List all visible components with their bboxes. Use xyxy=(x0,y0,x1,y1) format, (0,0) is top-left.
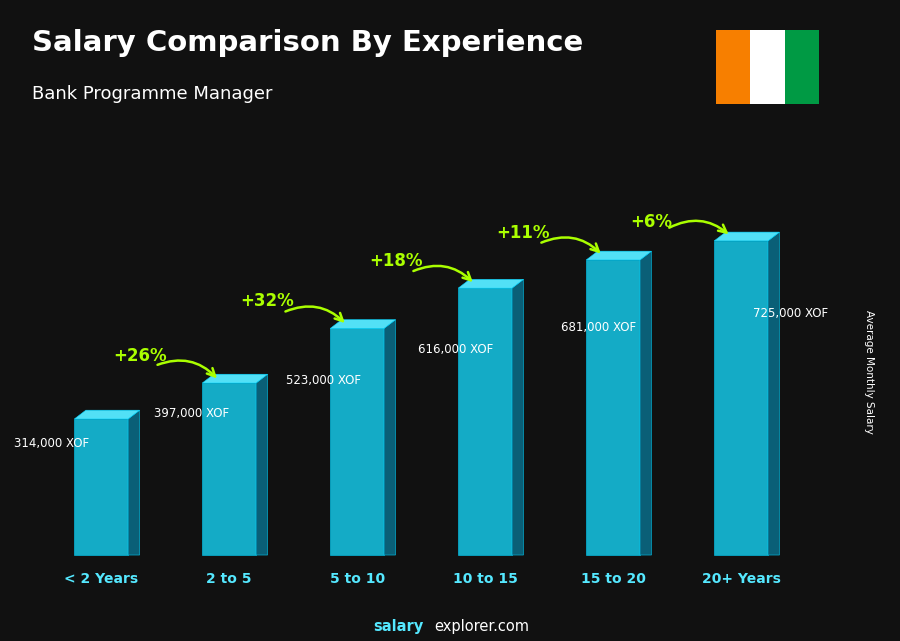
Text: 681,000 XOF: 681,000 XOF xyxy=(562,321,636,335)
FancyArrowPatch shape xyxy=(158,360,215,376)
Text: +26%: +26% xyxy=(112,347,166,365)
Polygon shape xyxy=(128,410,140,555)
Polygon shape xyxy=(75,419,128,555)
Polygon shape xyxy=(640,251,652,555)
Text: 5 to 10: 5 to 10 xyxy=(329,572,384,587)
Text: < 2 Years: < 2 Years xyxy=(64,572,139,587)
Polygon shape xyxy=(75,410,140,419)
Polygon shape xyxy=(384,320,395,555)
FancyArrowPatch shape xyxy=(413,266,471,280)
Bar xyxy=(716,30,750,104)
Text: Average Monthly Salary: Average Monthly Salary xyxy=(863,310,874,434)
Text: +6%: +6% xyxy=(630,213,672,231)
FancyArrowPatch shape xyxy=(542,237,598,252)
Polygon shape xyxy=(586,260,640,555)
Text: 314,000 XOF: 314,000 XOF xyxy=(14,437,89,450)
Text: 397,000 XOF: 397,000 XOF xyxy=(155,408,230,420)
Text: 20+ Years: 20+ Years xyxy=(702,572,780,587)
Text: salary: salary xyxy=(374,619,424,635)
Polygon shape xyxy=(330,328,384,555)
FancyArrowPatch shape xyxy=(670,221,726,233)
Bar xyxy=(785,30,819,104)
Text: 10 to 15: 10 to 15 xyxy=(453,572,518,587)
Text: 2 to 5: 2 to 5 xyxy=(206,572,252,587)
Polygon shape xyxy=(715,241,768,555)
Text: +32%: +32% xyxy=(240,292,294,310)
Polygon shape xyxy=(768,232,779,555)
Bar xyxy=(750,30,785,104)
Text: 523,000 XOF: 523,000 XOF xyxy=(286,374,361,387)
Polygon shape xyxy=(586,251,652,260)
Text: 725,000 XOF: 725,000 XOF xyxy=(753,306,829,320)
Polygon shape xyxy=(458,279,524,288)
Polygon shape xyxy=(256,374,267,555)
Polygon shape xyxy=(202,383,256,555)
Text: Salary Comparison By Experience: Salary Comparison By Experience xyxy=(32,29,583,57)
Text: 616,000 XOF: 616,000 XOF xyxy=(418,343,493,356)
Polygon shape xyxy=(330,320,395,328)
Text: Bank Programme Manager: Bank Programme Manager xyxy=(32,85,272,103)
Polygon shape xyxy=(715,232,779,241)
Polygon shape xyxy=(512,279,524,555)
Text: 15 to 20: 15 to 20 xyxy=(580,572,645,587)
Polygon shape xyxy=(202,374,267,383)
Polygon shape xyxy=(458,288,512,555)
FancyArrowPatch shape xyxy=(285,306,343,321)
Text: +18%: +18% xyxy=(369,253,422,271)
Text: explorer.com: explorer.com xyxy=(435,619,530,635)
Text: +11%: +11% xyxy=(497,224,550,242)
